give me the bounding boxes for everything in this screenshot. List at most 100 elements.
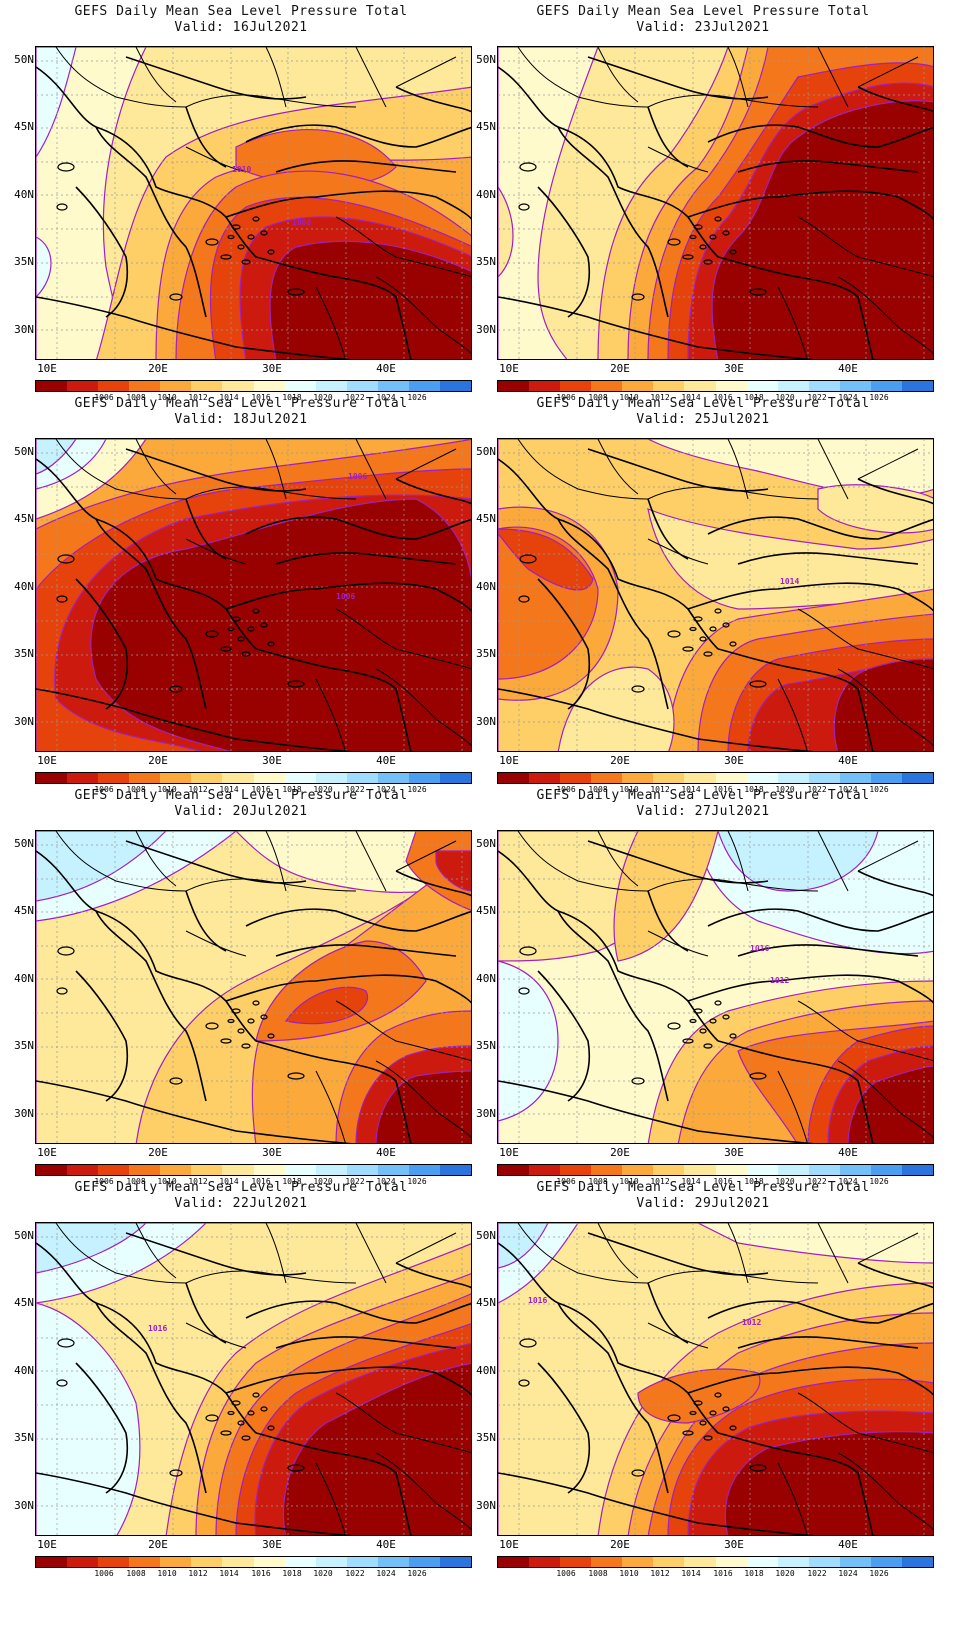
colorbar-label: 1016 xyxy=(713,785,733,794)
colorbar-swatch xyxy=(498,381,530,391)
contour-label: 1012 xyxy=(742,1318,761,1327)
latitude-label: 30N xyxy=(14,715,34,728)
colorbar-swatch xyxy=(591,1557,623,1567)
latitude-label: 50N xyxy=(14,1229,34,1242)
panel-valid-date: Valid: 29Jul2021 xyxy=(636,1196,770,1211)
latitude-label: 35N xyxy=(14,1039,34,1052)
colorbar-label: 1012 xyxy=(650,393,670,402)
colorbar-label: 1012 xyxy=(188,1177,208,1186)
colorbar-swatch xyxy=(777,1557,809,1567)
colorbar-label: 1006 xyxy=(94,1177,114,1186)
country-borders xyxy=(55,47,471,359)
latitude-label: 35N xyxy=(14,1431,34,1444)
colorbar-swatch xyxy=(529,1557,561,1567)
colorbar-label: 1014 xyxy=(681,1177,701,1186)
colorbar-swatch xyxy=(839,773,871,783)
colorbar-swatch xyxy=(870,1557,903,1567)
colorbar-label: 1024 xyxy=(838,1569,858,1578)
colorbar-swatch xyxy=(315,773,347,783)
colorbar xyxy=(35,772,472,784)
colorbar-label: 1022 xyxy=(345,1177,365,1186)
colorbar-label: 1026 xyxy=(869,393,889,402)
pressure-contour-fill xyxy=(269,240,471,359)
colorbar-swatch xyxy=(839,381,871,391)
colorbar-swatch xyxy=(591,1165,623,1175)
colorbar-swatch xyxy=(160,381,192,391)
colorbar-swatch xyxy=(36,1557,68,1567)
colorbar-label: 1006 xyxy=(556,1569,576,1578)
colorbar-label: 1006 xyxy=(94,393,114,402)
colorbar-swatch xyxy=(346,773,378,783)
latitude-label: 30N xyxy=(476,715,496,728)
longitude-label: 20E xyxy=(148,1146,168,1159)
pressure-contour-fill xyxy=(498,185,514,278)
colorbar-swatch xyxy=(498,773,530,783)
colorbar-swatch xyxy=(222,1165,254,1175)
colorbar-swatch xyxy=(284,1165,316,1175)
colorbar-label: 1018 xyxy=(744,785,764,794)
longitude-label: 30E xyxy=(724,1146,744,1159)
colorbar-swatch xyxy=(746,1165,778,1175)
map-panel: GEFS Daily Mean Sea Level Pressure Total… xyxy=(0,784,482,1194)
colorbar-swatch xyxy=(129,1557,161,1567)
colorbar-swatch xyxy=(746,381,778,391)
colorbar-label: 1018 xyxy=(282,1177,302,1186)
latitude-label: 50N xyxy=(476,837,496,850)
colorbar xyxy=(497,1556,934,1568)
map-panel: GEFS Daily Mean Sea Level Pressure Total… xyxy=(462,0,944,410)
panel-valid-date: Valid: 22Jul2021 xyxy=(174,1196,308,1211)
colorbar-label: 1022 xyxy=(807,1177,827,1186)
colorbar-label: 1024 xyxy=(838,393,858,402)
map-panel: GEFS Daily Mean Sea Level Pressure Total… xyxy=(0,1176,482,1586)
longitude-label: 20E xyxy=(610,1538,630,1551)
colorbar-label: 1012 xyxy=(188,785,208,794)
colorbar-label: 1010 xyxy=(157,1177,177,1186)
colorbar-swatch xyxy=(408,1165,441,1175)
contour-label: 1006 xyxy=(348,472,367,481)
colorbar-swatch xyxy=(653,1165,685,1175)
islands xyxy=(56,554,305,693)
country-borders xyxy=(517,831,933,1143)
contour-label: 1010 xyxy=(232,165,251,174)
longitude-label: 10E xyxy=(499,754,519,767)
colorbar-swatch xyxy=(408,1557,441,1567)
latitude-label: 35N xyxy=(476,1039,496,1052)
latitude-label: 30N xyxy=(476,1499,496,1512)
colorbar-swatch xyxy=(560,773,592,783)
colorbar-label: 1026 xyxy=(407,785,427,794)
pressure-map: 1016 xyxy=(35,1222,472,1536)
latitude-label: 50N xyxy=(14,445,34,458)
colorbar-swatch xyxy=(746,1557,778,1567)
pressure-contour-fill xyxy=(285,986,369,1025)
colorbar-label: 1020 xyxy=(313,1177,333,1186)
latitude-label: 50N xyxy=(476,445,496,458)
colorbar-label: 1014 xyxy=(681,393,701,402)
colorbar-label: 1024 xyxy=(376,1569,396,1578)
colorbar-label: 1016 xyxy=(251,785,271,794)
colorbar-swatch xyxy=(684,381,716,391)
latitude-label: 35N xyxy=(476,647,496,660)
colorbar-label: 1018 xyxy=(282,1569,302,1578)
colorbar-swatch xyxy=(622,773,654,783)
pressure-contour-fill xyxy=(498,1223,549,1269)
colorbar-swatch xyxy=(191,1165,223,1175)
colorbar-swatch xyxy=(440,773,472,783)
colorbar-swatch xyxy=(346,1165,378,1175)
longitude-label: 20E xyxy=(610,1146,630,1159)
colorbar-swatch xyxy=(377,1557,409,1567)
colorbar-swatch xyxy=(440,1557,472,1567)
latitude-label: 30N xyxy=(476,1107,496,1120)
colorbar-swatch xyxy=(36,381,68,391)
pressure-contour-fill xyxy=(90,498,471,751)
contour-label: 1016 xyxy=(528,1296,547,1305)
longitude-label: 10E xyxy=(37,754,57,767)
colorbar-swatch xyxy=(777,773,809,783)
colorbar-swatch xyxy=(284,773,316,783)
colorbar-label: 1008 xyxy=(126,1569,146,1578)
contour-label: 1008 xyxy=(292,218,311,227)
lat-lon-grid xyxy=(36,831,471,1143)
colorbar-swatch xyxy=(684,1165,716,1175)
country-borders xyxy=(55,439,471,751)
latitude-label: 50N xyxy=(14,837,34,850)
colorbar-swatch xyxy=(36,1165,68,1175)
